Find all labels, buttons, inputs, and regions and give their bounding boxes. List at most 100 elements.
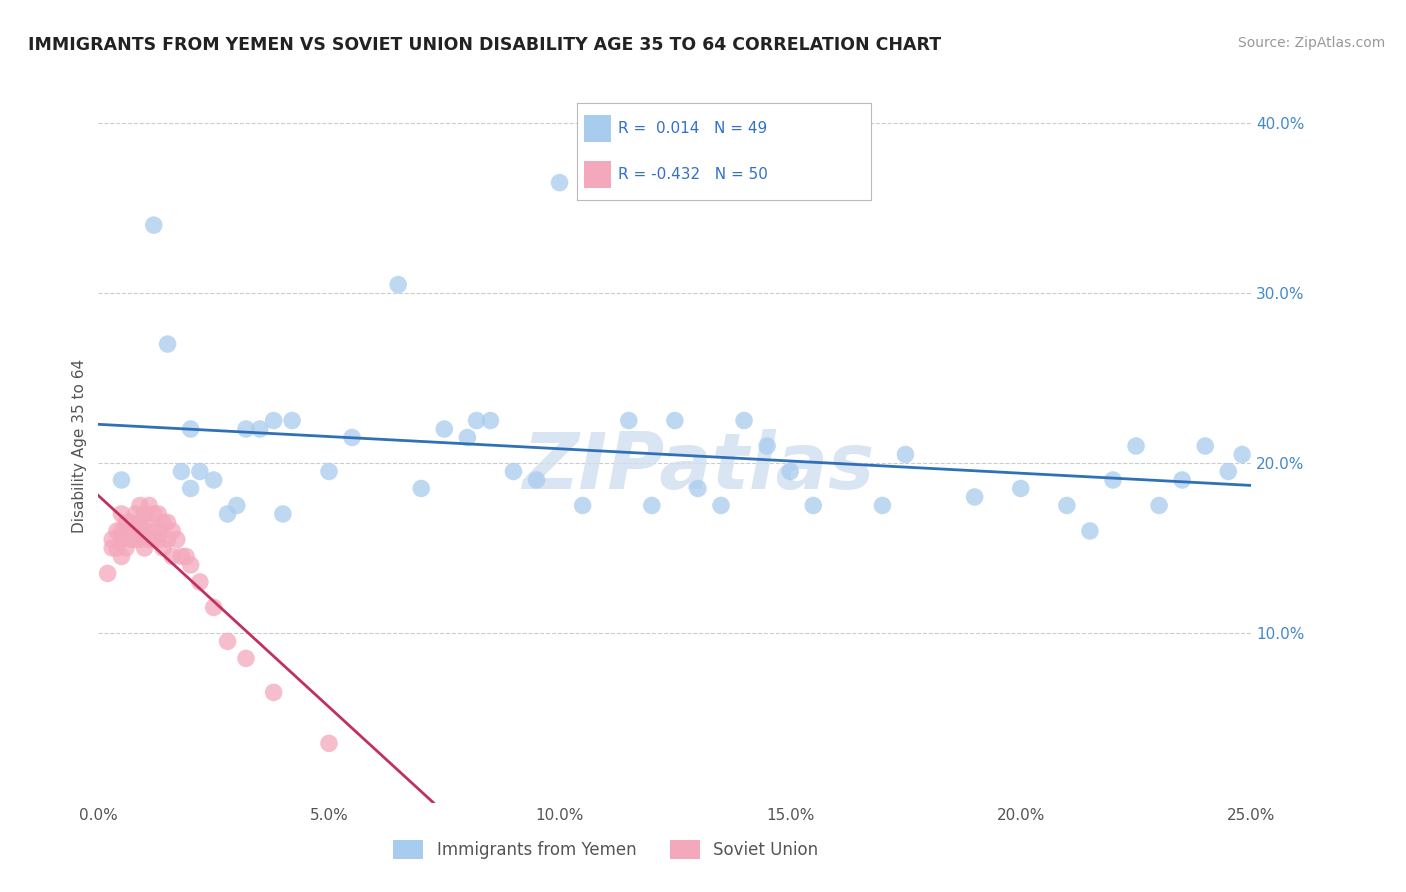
Point	[142, 218, 165, 232]
Point	[110, 549, 132, 564]
Point	[115, 524, 138, 538]
Point	[129, 499, 152, 513]
Point	[148, 524, 170, 538]
Point	[641, 499, 664, 513]
Point	[1171, 473, 1194, 487]
Y-axis label: Disability Age 35 to 64: Disability Age 35 to 64	[72, 359, 87, 533]
Point	[271, 507, 294, 521]
Point	[170, 465, 193, 479]
Point	[142, 507, 165, 521]
Point	[115, 516, 138, 530]
Point	[138, 499, 160, 513]
Point	[138, 533, 160, 547]
Point	[120, 516, 142, 530]
Point	[152, 541, 174, 555]
Point	[801, 499, 824, 513]
Point	[110, 473, 132, 487]
Point	[686, 482, 709, 496]
Point	[465, 413, 488, 427]
Point	[571, 499, 593, 513]
Point	[97, 566, 120, 581]
Point	[142, 524, 165, 538]
Point	[235, 651, 257, 665]
Point	[120, 533, 142, 547]
Text: Source: ZipAtlas.com: Source: ZipAtlas.com	[1237, 36, 1385, 50]
Point	[433, 422, 456, 436]
Point	[1078, 524, 1101, 538]
Point	[249, 422, 271, 436]
Point	[710, 499, 733, 513]
Point	[180, 422, 202, 436]
Point	[1125, 439, 1147, 453]
Point	[894, 448, 917, 462]
Point	[1056, 499, 1078, 513]
Point	[152, 516, 174, 530]
Point	[124, 533, 146, 547]
Point	[202, 473, 225, 487]
Point	[202, 600, 225, 615]
Point	[142, 533, 165, 547]
Point	[110, 533, 132, 547]
Point	[1230, 448, 1253, 462]
Point	[148, 507, 170, 521]
Point	[188, 465, 211, 479]
Point	[134, 524, 156, 538]
Point	[115, 541, 138, 555]
Point	[101, 541, 124, 555]
Point	[1102, 473, 1125, 487]
Legend: Immigrants from Yemen, Soviet Union: Immigrants from Yemen, Soviet Union	[387, 833, 825, 866]
Point	[134, 507, 156, 521]
Point	[170, 549, 193, 564]
Point	[124, 507, 146, 521]
Point	[110, 507, 132, 521]
Point	[156, 337, 179, 351]
Point	[263, 413, 285, 427]
Point	[1010, 482, 1032, 496]
Point	[120, 524, 142, 538]
Point	[134, 541, 156, 555]
Point	[318, 465, 340, 479]
Point	[548, 176, 571, 190]
Point	[1147, 499, 1170, 513]
Point	[180, 558, 202, 572]
Point	[129, 533, 152, 547]
Point	[387, 277, 409, 292]
Point	[134, 516, 156, 530]
Point	[235, 422, 257, 436]
Point	[174, 549, 197, 564]
Point	[456, 430, 478, 444]
Point	[188, 574, 211, 589]
Point	[1218, 465, 1240, 479]
Point	[340, 430, 363, 444]
Text: IMMIGRANTS FROM YEMEN VS SOVIET UNION DISABILITY AGE 35 TO 64 CORRELATION CHART: IMMIGRANTS FROM YEMEN VS SOVIET UNION DI…	[28, 36, 941, 54]
Point	[411, 482, 433, 496]
Point	[225, 499, 247, 513]
Point	[617, 413, 640, 427]
Point	[156, 516, 179, 530]
Point	[479, 413, 502, 427]
Point	[963, 490, 986, 504]
Point	[664, 413, 686, 427]
Point	[318, 736, 340, 750]
Point	[105, 524, 128, 538]
Point	[105, 541, 128, 555]
Point	[160, 524, 183, 538]
Point	[124, 524, 146, 538]
Point	[756, 439, 779, 453]
Point	[1194, 439, 1216, 453]
Point	[217, 634, 239, 648]
Point	[217, 507, 239, 521]
Point	[148, 533, 170, 547]
Point	[129, 524, 152, 538]
Point	[526, 473, 548, 487]
Point	[733, 413, 755, 427]
Point	[281, 413, 304, 427]
Point	[160, 549, 183, 564]
Point	[129, 516, 152, 530]
Text: ZIPatlas: ZIPatlas	[522, 429, 875, 506]
Point	[156, 533, 179, 547]
Point	[779, 465, 801, 479]
Point	[110, 524, 132, 538]
Point	[180, 482, 202, 496]
Point	[101, 533, 124, 547]
